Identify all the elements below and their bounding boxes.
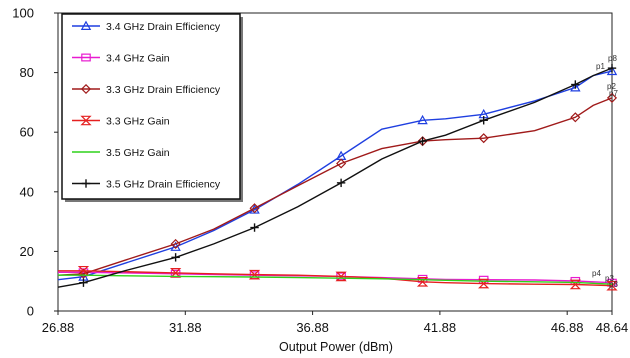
data-point xyxy=(606,65,618,76)
series-line xyxy=(57,67,613,288)
legend-marker xyxy=(81,179,91,188)
legend-box xyxy=(61,13,241,200)
plot-frame xyxy=(57,12,613,312)
legend-marker xyxy=(80,83,92,95)
legend-label: 3.5 GHz Gain xyxy=(106,147,170,159)
y-tick-label: 40 xyxy=(20,184,34,199)
data-point xyxy=(417,114,428,125)
legend-marker xyxy=(80,20,92,30)
data-point xyxy=(170,238,181,249)
legend-item-2: 3.4 GHz Gain xyxy=(72,53,170,65)
marker-label: p1 xyxy=(596,62,605,71)
data-point xyxy=(607,63,617,73)
series-3 xyxy=(57,92,618,279)
legend-marker xyxy=(81,53,91,62)
x-tick-label: 31.88 xyxy=(169,320,202,335)
y-tick-label: 100 xyxy=(12,6,34,21)
marker-label: p7 xyxy=(609,89,618,98)
legend-item-5: 3.5 GHz Gain xyxy=(72,147,170,159)
y-tick-label: 60 xyxy=(20,125,34,140)
legend-label: 3.4 GHz Drain Efficiency xyxy=(106,21,221,33)
y-tick-label: 0 xyxy=(27,304,34,319)
legend-label: 3.4 GHz Gain xyxy=(106,53,170,65)
data-point xyxy=(171,253,180,262)
series-layer xyxy=(57,63,618,291)
data-point xyxy=(569,279,581,290)
data-point xyxy=(570,82,581,92)
marker-label: p2 xyxy=(607,82,616,91)
marker-label: p8 xyxy=(608,54,617,63)
data-point xyxy=(418,136,427,146)
x-tick-label: 36.88 xyxy=(296,320,329,335)
data-point xyxy=(248,269,261,280)
y-tick-label: 20 xyxy=(20,244,34,259)
data-point xyxy=(571,80,580,89)
data-point xyxy=(606,280,618,291)
x-tick-label: 48.64 xyxy=(596,320,629,335)
series-6 xyxy=(57,63,617,288)
marker-label: p8 xyxy=(609,280,618,289)
data-point xyxy=(478,278,490,289)
marker-label: p4 xyxy=(592,269,601,278)
data-point xyxy=(78,268,89,279)
marker-label: p3 xyxy=(605,274,614,283)
data-point xyxy=(479,116,488,125)
data-point xyxy=(336,158,347,169)
axes: 0 20 40 60 80 100 26.88 31.88 36.88 41.88 46.88 48.… xyxy=(12,6,628,336)
x-tick-label: 46.88 xyxy=(551,320,584,335)
legend-item-1: 3.4 GHz Drain Efficiency xyxy=(72,20,221,33)
data-point xyxy=(416,276,429,287)
legend-item-4: 3.3 GHz Gain xyxy=(72,116,170,128)
legend: 3.4 GHz Drain Efficiency 3.4 GHz Gain 3.3 … xyxy=(61,13,243,202)
legend-label: 3.5 GHz Drain Efficiency xyxy=(106,179,221,191)
y-tick-label: 80 xyxy=(20,65,34,80)
data-point xyxy=(606,92,618,103)
data-point xyxy=(249,203,260,214)
series-5 xyxy=(58,274,613,285)
legend-item-3: 3.3 GHz Drain Efficiency xyxy=(72,83,221,96)
series-line xyxy=(58,274,613,285)
data-point xyxy=(570,112,581,123)
x-axis-title: Output Power (dBm) xyxy=(279,340,393,354)
data-point xyxy=(336,178,346,188)
x-tick-label: 41.88 xyxy=(424,320,457,335)
data-point xyxy=(169,268,182,278)
data-point xyxy=(250,223,259,232)
legend-label: 3.3 GHz Gain xyxy=(106,116,170,128)
legend-item-6: 3.5 GHz Drain Efficiency xyxy=(72,179,221,191)
series-line xyxy=(58,270,613,287)
series-line xyxy=(57,97,613,276)
x-tick-label: 26.88 xyxy=(42,320,75,335)
legend-label: 3.3 GHz Drain Efficiency xyxy=(106,84,221,96)
legend-marker xyxy=(80,115,92,126)
data-point xyxy=(478,133,489,144)
data-point xyxy=(79,278,88,287)
